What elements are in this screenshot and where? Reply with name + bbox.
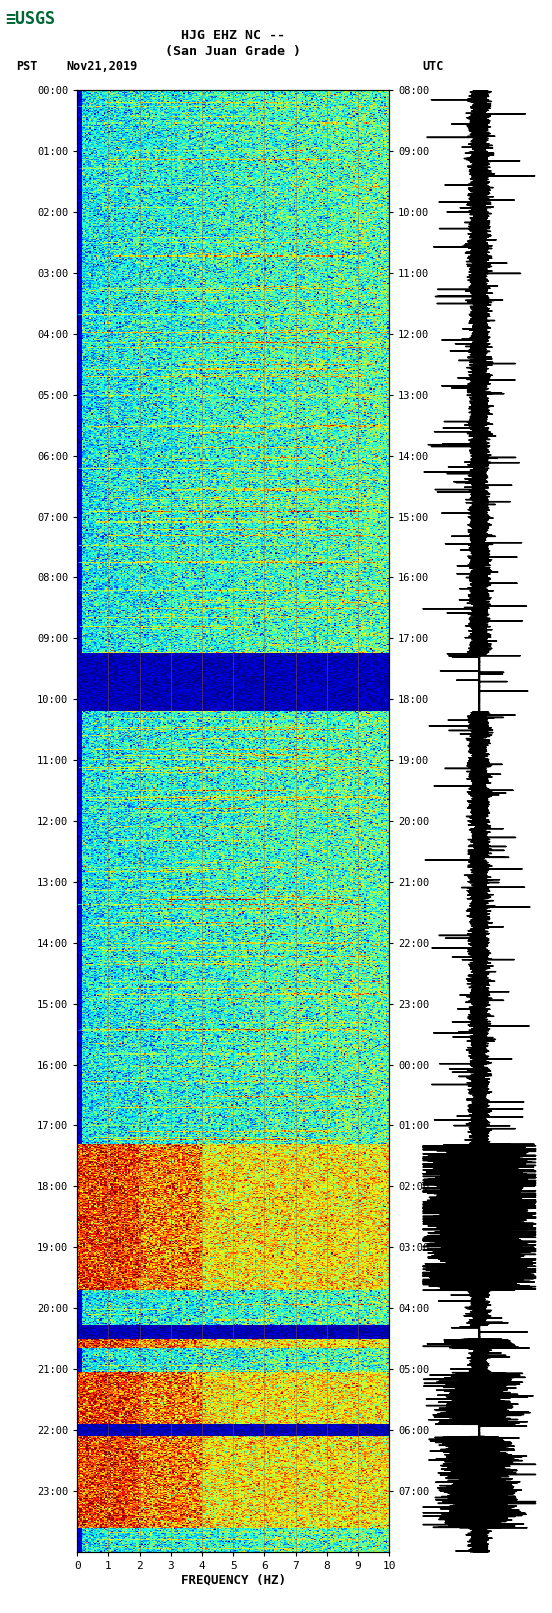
Text: (San Juan Grade ): (San Juan Grade ) <box>165 45 301 58</box>
Text: PST: PST <box>17 60 38 73</box>
Text: UTC: UTC <box>422 60 444 73</box>
X-axis label: FREQUENCY (HZ): FREQUENCY (HZ) <box>181 1574 286 1587</box>
Text: Nov21,2019: Nov21,2019 <box>66 60 137 73</box>
Text: HJG EHZ NC --: HJG EHZ NC -- <box>181 29 285 42</box>
Text: ≡USGS: ≡USGS <box>6 10 56 29</box>
